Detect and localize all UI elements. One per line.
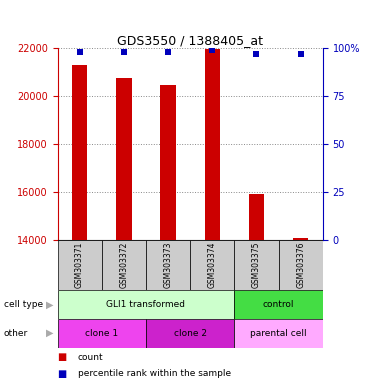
Text: GSM303371: GSM303371 <box>75 242 84 288</box>
Text: count: count <box>78 353 104 362</box>
Bar <box>234 290 323 319</box>
Text: ▶: ▶ <box>46 328 54 338</box>
Text: parental cell: parental cell <box>250 329 307 338</box>
Text: GSM303376: GSM303376 <box>296 242 305 288</box>
Bar <box>146 240 190 290</box>
Text: percentile rank within the sample: percentile rank within the sample <box>78 369 231 378</box>
Text: control: control <box>263 300 294 309</box>
Text: cell type: cell type <box>4 300 43 309</box>
Bar <box>160 85 176 240</box>
Bar <box>190 240 234 290</box>
Title: GDS3550 / 1388405_at: GDS3550 / 1388405_at <box>117 34 263 47</box>
Bar <box>72 65 87 240</box>
Bar <box>293 238 308 240</box>
Text: clone 1: clone 1 <box>85 329 118 338</box>
Text: GLI1 transformed: GLI1 transformed <box>106 300 186 309</box>
Bar <box>58 290 234 319</box>
Text: ▶: ▶ <box>46 299 54 310</box>
Bar <box>102 240 146 290</box>
Text: clone 2: clone 2 <box>174 329 207 338</box>
Text: ■: ■ <box>58 369 67 379</box>
Bar <box>279 240 323 290</box>
Bar <box>58 319 146 348</box>
Text: other: other <box>4 329 28 338</box>
Bar <box>116 78 132 240</box>
Text: ■: ■ <box>58 352 67 362</box>
Bar <box>234 319 323 348</box>
Text: GSM303374: GSM303374 <box>208 242 217 288</box>
Bar <box>234 240 279 290</box>
Text: GSM303372: GSM303372 <box>119 242 128 288</box>
Bar <box>58 240 102 290</box>
Bar <box>249 194 264 240</box>
Bar <box>204 49 220 240</box>
Text: GSM303375: GSM303375 <box>252 242 261 288</box>
Text: GSM303373: GSM303373 <box>164 242 173 288</box>
Bar <box>146 319 234 348</box>
